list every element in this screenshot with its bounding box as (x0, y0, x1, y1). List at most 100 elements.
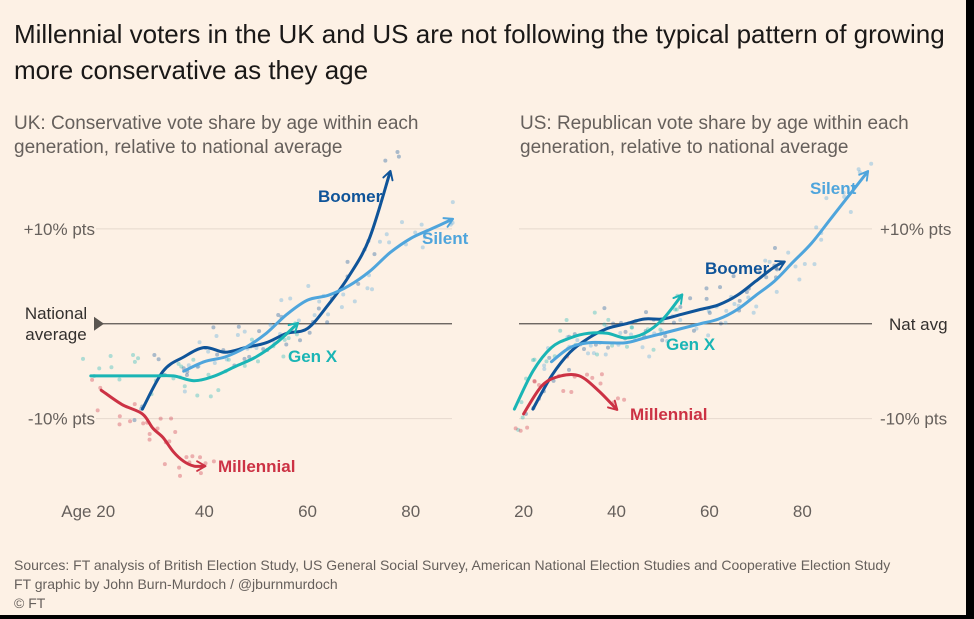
scatter-point (206, 372, 211, 377)
series-line-boomer (140, 169, 394, 411)
copyright-line: © FT (14, 595, 46, 611)
scatter-point (531, 358, 536, 363)
scatter-point (286, 336, 291, 341)
us-panel-title: US: Republican vote share by age within … (520, 113, 909, 158)
scatter-point (658, 327, 663, 332)
scatter-point (419, 222, 424, 227)
series-label-silent: Silent (810, 179, 857, 198)
scatter-point (678, 317, 683, 322)
scatter-point (624, 344, 629, 349)
scatter-point (162, 462, 167, 467)
scatter-point (691, 328, 696, 333)
scatter-point (387, 240, 392, 245)
scatter-point (296, 318, 301, 323)
scatter-point (606, 317, 611, 322)
scatter-point (178, 473, 183, 478)
scatter-point (718, 321, 723, 326)
scatter-point (281, 354, 286, 359)
scatter-point (95, 408, 100, 413)
scatter-point (422, 235, 427, 240)
scatter-point (132, 418, 137, 423)
scatter-point (513, 426, 518, 431)
scatter-point (158, 416, 163, 421)
scatter-point (706, 333, 711, 338)
series-label-boomer: Boomer (318, 187, 383, 206)
scatter-point (276, 313, 281, 318)
scatter-point (257, 329, 262, 334)
scatter-point (615, 396, 620, 401)
reference-line-label: National (25, 304, 87, 323)
scatter-point (651, 347, 656, 352)
scatter-point (518, 428, 523, 433)
series-label-genx: Gen X (666, 335, 716, 354)
scatter-point (326, 312, 331, 317)
scatter-point (519, 400, 524, 405)
scatter-point (214, 334, 219, 339)
scatter-point (590, 375, 595, 380)
scatter-point (584, 372, 589, 377)
national-average-marker (94, 316, 104, 331)
scatter-point (819, 237, 824, 242)
scatter-point (532, 379, 537, 384)
scatter-point (255, 359, 260, 364)
x-tick-label: Age 20 (61, 502, 115, 521)
scatter-point (797, 277, 802, 282)
scatter-point (516, 427, 521, 432)
scatter-point (673, 307, 678, 312)
reference-line-label: average (25, 325, 86, 344)
scatter-point (216, 388, 221, 393)
y-tick-label: +10% pts (24, 220, 95, 239)
series-line-silent (550, 170, 870, 364)
scatter-point (640, 345, 645, 350)
series-label-silent: Silent (422, 229, 469, 248)
scatter-point (372, 252, 377, 257)
series-line-silent (182, 217, 455, 373)
scatter-point (147, 431, 152, 436)
x-tick-label: 40 (607, 502, 626, 521)
scatter-point (564, 317, 569, 322)
uk-panel-title: UK: Conservative vote share by age withi… (14, 113, 419, 158)
scatter-point (236, 324, 241, 329)
scatter-point (224, 357, 229, 362)
scatter-point (176, 361, 181, 366)
uk-panel: +10% pts -10% pts National average Age 20 40 6… (24, 150, 469, 521)
scatter-point (317, 299, 322, 304)
right-border (966, 0, 974, 619)
scatter-point (215, 352, 220, 357)
scatter-point (763, 258, 768, 263)
scatter-point (856, 167, 861, 172)
scatter-point (732, 301, 737, 306)
scatter-point (520, 415, 525, 420)
scatter-point (586, 351, 591, 356)
credit-line: FT graphic by John Burn-Murdoch / @jburn… (14, 576, 338, 592)
scatter-point (665, 338, 670, 343)
scatter-point (109, 365, 114, 370)
scatter-point (131, 353, 136, 358)
scatter-point (569, 389, 574, 394)
scatter-point (547, 355, 552, 360)
scatter-point (802, 261, 807, 266)
scatter-point (298, 338, 303, 343)
y-tick-label: -10% pts (880, 410, 947, 429)
scatter-point (684, 344, 689, 349)
scatter-point (377, 239, 382, 244)
series-line-genx (89, 322, 300, 383)
scatter-point (595, 352, 600, 357)
scatter-point (184, 373, 189, 378)
scatter-point (602, 322, 607, 327)
scatter-point (395, 150, 400, 155)
x-tick-label: 80 (793, 502, 812, 521)
scatter-point (694, 326, 699, 331)
scatter-point (842, 194, 847, 199)
scatter-point (848, 209, 853, 214)
scatter-point (767, 259, 772, 264)
scatter-point (141, 421, 146, 426)
scatter-point (117, 414, 122, 419)
scatter-point (706, 309, 711, 314)
scatter-point (169, 416, 174, 421)
scatter-point (306, 283, 311, 288)
scatter-point (754, 304, 759, 309)
scatter-point (384, 232, 389, 237)
chart-title: Millennial voters in the UK and US are n… (14, 19, 945, 85)
